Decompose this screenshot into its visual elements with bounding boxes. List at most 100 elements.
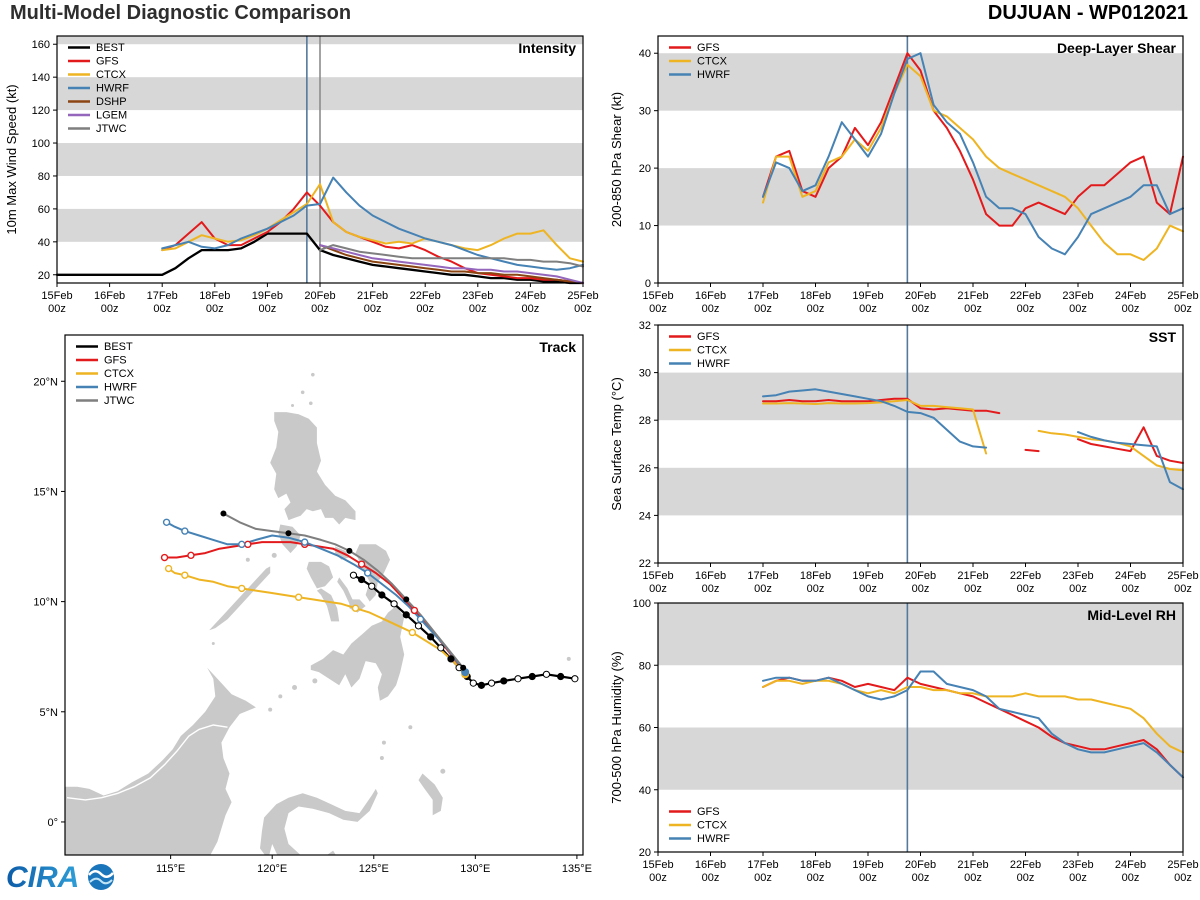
intensity-xtick-sublabel: 00z [311,303,329,315]
sst-legend-label-gfs: GFS [697,331,720,343]
sst-series-gfs [762,397,1184,464]
intensity-xtick-label: 19Feb [252,290,283,302]
deep_layer_shear-series-gfs [762,52,1184,227]
hwrf-24h-marker [238,540,246,549]
mid_level_rh-shaded-band [658,603,1183,666]
sst-xtick-sublabel: 00z [807,583,825,595]
deep_layer_shear-xtick-label: 21Feb [957,290,988,302]
sst-xtick-label: 17Feb [747,570,778,582]
intensity-xtick-label: 22Feb [410,290,441,302]
deep_layer_shear-xtick-label: 25Feb [1167,290,1198,302]
best-fix-marker [402,611,410,619]
best-fix-marker [571,675,579,683]
sst-xtick-label: 19Feb [852,570,883,582]
intensity-xtick-sublabel: 00z [469,303,487,315]
sst-xtick-label: 22Feb [1010,570,1041,582]
deep_layer_shear-xtick-sublabel: 00z [1069,303,1087,315]
track-xtick-label: 135°E [562,863,592,875]
best-fix-marker [357,575,366,584]
mid_level_rh-xtick-label: 23Feb [1062,859,1093,871]
mid_level_rh-title: Mid-Level RH [1087,607,1176,623]
page-title: Multi-Model Diagnostic Comparison [10,2,352,24]
best-fix-marker [447,655,455,663]
track-legend-label-ctcx: CTCX [104,368,135,380]
map-area [65,372,579,855]
deep_layer_shear-panel: 01020304015Feb00z16Feb00z17Feb00z18Feb00… [609,35,1199,315]
hwrf-24h-marker [181,527,189,535]
intensity-xtick-label: 15Feb [41,290,72,302]
best-fix-marker [437,644,445,652]
best-fix-marker [500,677,508,685]
intensity-xtick-sublabel: 00z [522,303,540,315]
deep_layer_shear-ytick-label: 10 [639,221,651,233]
mid_level_rh-xtick-sublabel: 00z [702,872,720,884]
track-ytick-label: 5°N [40,707,59,719]
best-fix-marker [528,672,536,681]
intensity-series-lgem [319,244,584,284]
intensity-ytick-label: 160 [32,39,50,51]
intensity-legend-label-jtwc: JTWC [96,123,127,135]
sst-xtick-label: 25Feb [1167,570,1198,582]
best-fix-marker [390,600,398,608]
track-frame [64,334,584,856]
mid_level_rh-xtick-sublabel: 00z [1017,872,1035,884]
islet [245,557,250,562]
intensity-ytick-label: 40 [38,237,50,249]
intensity-series-dshp [319,244,584,284]
landmass-halmahera [418,773,443,816]
mid_level_rh-shaded-band [658,727,1183,790]
jtwc-24h-marker [403,596,410,603]
ctcx-24h-marker [238,584,246,593]
islet [278,694,283,699]
deep_layer_shear-series-ctcx [762,63,1184,261]
intensity-ytick-label: 60 [38,204,50,216]
track-title: Track [539,339,576,355]
sst-xtick-label: 24Feb [1115,570,1146,582]
sst-panel: 22242628303215Feb00z16Feb00z17Feb00z18Fe… [609,320,1199,595]
ctcx-24h-marker [164,564,173,573]
deep_layer_shear-xtick-label: 18Feb [800,290,831,302]
gfs-24h-marker [187,551,195,560]
deep_layer_shear-ytick-label: 30 [639,106,651,118]
gfs-24h-marker [357,560,366,568]
deep_layer_shear-xtick-sublabel: 00z [702,303,720,315]
islet [291,404,295,408]
gfs-24h-marker [244,540,252,549]
sst-legend-label-ctcx: CTCX [697,345,728,357]
gfs-24h-marker [410,606,419,615]
intensity-xtick-label: 25Feb [567,290,598,302]
cira-logo-globe-icon [88,864,114,890]
track-series-ctcx [168,567,466,675]
sst-xtick-label: 15Feb [642,570,673,582]
hwrf-24h-marker [301,538,309,546]
intensity-xtick-label: 18Feb [199,290,230,302]
best-fix-marker [414,622,423,630]
intensity-xtick-sublabel: 00z [416,303,434,315]
storm-title: DUJUAN - WP012021 [987,2,1188,24]
ctcx-24h-marker [294,593,303,601]
deep_layer_shear-legend-label-ctcx: CTCX [697,56,728,68]
intensity-legend-label-lgem: LGEM [96,110,127,122]
sst-xtick-label: 18Feb [800,570,831,582]
deep_layer_shear-xtick-label: 24Feb [1115,290,1146,302]
mid_level_rh-xtick-label: 18Feb [800,859,831,871]
islet [440,768,446,774]
intensity-legend-label-hwrf: HWRF [96,83,129,95]
intensity-series-gfs [161,191,584,284]
deep_layer_shear-xtick-label: 19Feb [852,290,883,302]
intensity-xtick-label: 17Feb [147,290,178,302]
deep_layer_shear-ytick-label: 20 [639,163,651,175]
intensity-legend-label-ctcx: CTCX [96,69,127,81]
mid_level_rh-panel: 2040608010015Feb00z16Feb00z17Feb00z18Feb… [609,598,1199,884]
gfs-24h-marker [160,553,169,562]
intensity-xtick-label: 20Feb [304,290,335,302]
islet [312,678,318,684]
intensity-legend-label-best: BEST [96,42,125,54]
deep_layer_shear-ytick-label: 0 [645,278,651,290]
sst-ytick-label: 26 [639,463,651,475]
islet [381,740,386,745]
mid_level_rh-ytick-label: 20 [639,847,651,859]
intensity-ytick-label: 140 [32,72,50,84]
mid_level_rh-ytick-label: 100 [633,598,651,610]
